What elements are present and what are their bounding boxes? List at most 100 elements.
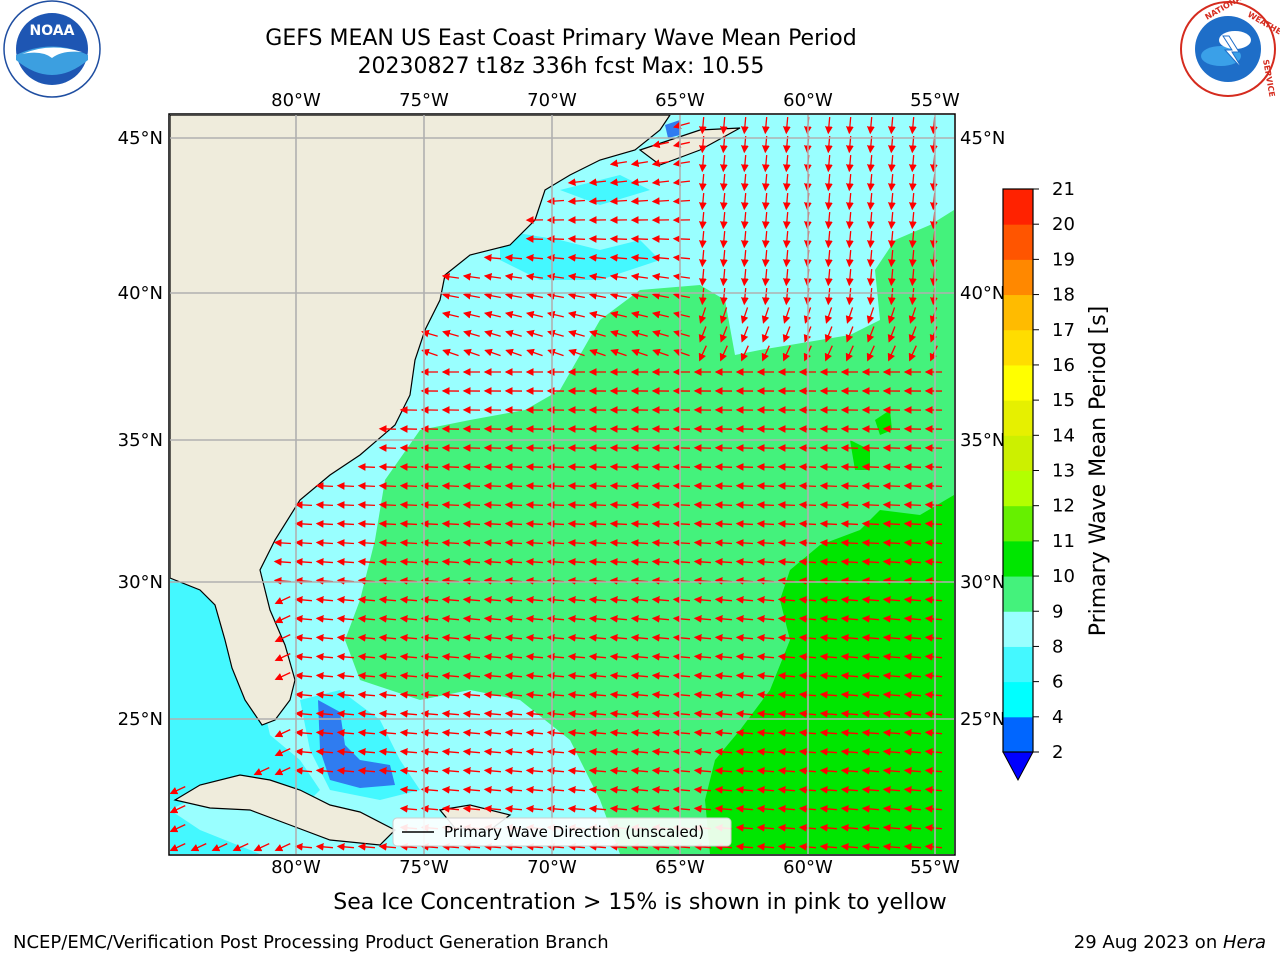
wave-arrow: [924, 482, 943, 490]
wave-arrow: [824, 173, 833, 192]
wave-arrow: [399, 728, 418, 737]
wave-arrow: [903, 842, 922, 851]
wave-arrow: [588, 178, 607, 187]
wave-arrow: [861, 671, 880, 680]
wave-arrow: [609, 539, 628, 547]
wave-arrow: [504, 520, 523, 528]
wave-arrow: [672, 253, 691, 262]
wave-arrow: [588, 671, 607, 680]
wave-arrow: [673, 121, 690, 130]
wave-arrow: [588, 785, 607, 794]
wave-arrow: [735, 842, 754, 851]
wave-arrow: [504, 463, 523, 471]
wave-arrow: [253, 767, 270, 776]
wave-arrow: [483, 652, 502, 661]
wave-arrow: [651, 690, 670, 699]
wave-arrow: [315, 728, 334, 737]
wave-arrow: [294, 766, 313, 775]
wave-arrow: [504, 709, 523, 718]
wave-arrow: [504, 595, 523, 604]
wave-arrow: [903, 709, 922, 718]
colorbar-tick-label: 14: [1052, 425, 1075, 446]
colorbar-segment: [1003, 470, 1033, 507]
colorbar-tick-label: 2: [1052, 742, 1063, 763]
wave-arrow: [735, 804, 754, 813]
colorbar-tick-label: 19: [1052, 249, 1075, 270]
wave-arrow: [714, 520, 733, 528]
wave-arrow: [357, 482, 376, 490]
wave-arrow: [882, 709, 901, 718]
wave-arrow: [908, 211, 917, 230]
wave-arrow: [609, 709, 628, 718]
wave-arrow: [630, 501, 649, 509]
wave-arrow: [719, 345, 728, 362]
wave-arrow: [887, 230, 896, 249]
wave-arrow: [924, 558, 943, 566]
wave-arrow: [777, 595, 796, 604]
wave-arrow: [546, 614, 565, 623]
wave-arrow: [483, 747, 502, 756]
colorbar-segment: [1003, 540, 1033, 577]
wave-arrow: [441, 766, 460, 775]
wave-arrow: [441, 652, 460, 661]
wave-arrow: [610, 348, 627, 357]
wave-arrow: [672, 539, 691, 547]
wave-arrow: [882, 482, 901, 490]
wave-arrow: [399, 520, 418, 528]
wave-arrow: [756, 785, 775, 794]
wave-arrow: [546, 539, 565, 547]
wave-arrow: [735, 520, 754, 528]
wave-arrow: [483, 539, 502, 547]
wave-arrow: [631, 329, 648, 338]
wave-arrow: [315, 614, 334, 623]
wave-arrow: [357, 558, 376, 566]
wave-arrow: [441, 558, 460, 566]
wave-arrow: [903, 728, 922, 737]
wave-arrow: [693, 614, 712, 623]
wave-arrow: [463, 329, 480, 338]
wave-arrow: [698, 268, 707, 287]
wave-arrow: [882, 842, 901, 851]
wave-arrow: [651, 482, 670, 490]
wave-arrow: [924, 842, 943, 851]
wave-arrow: [294, 558, 313, 566]
wave-arrow: [698, 307, 707, 324]
wave-arrow: [903, 614, 922, 623]
wave-arrow: [840, 690, 859, 699]
wave-arrow: [462, 482, 481, 490]
wave-arrow: [777, 709, 796, 718]
wave-arrow: [441, 595, 460, 604]
wave-arrow: [170, 843, 186, 852]
colorbar-tick-label: 8: [1052, 636, 1063, 657]
wave-arrow: [609, 747, 628, 756]
wave-arrow: [525, 558, 544, 566]
wave-arrow: [866, 173, 875, 192]
wave-arrow: [504, 291, 522, 300]
wave-arrow: [336, 614, 355, 623]
wave-arrow: [840, 671, 859, 680]
wave-arrow: [483, 501, 502, 509]
wave-arrow: [399, 690, 418, 699]
ocean-region-10-11s: [705, 495, 954, 854]
wave-arrow: [756, 482, 775, 490]
wave-arrow: [525, 501, 544, 509]
wave-arrow: [483, 614, 502, 623]
wave-arrow: [630, 652, 649, 661]
wave-arrow: [315, 595, 334, 604]
wave-arrow: [693, 520, 712, 528]
wave-arrow: [567, 671, 586, 680]
wave-arrow: [719, 307, 728, 324]
noaa-logo-text: NOAA: [30, 23, 75, 39]
wave-arrow: [673, 329, 690, 338]
wave-arrow: [315, 690, 334, 699]
wave-arrow: [609, 785, 628, 794]
wave-arrow: [462, 310, 480, 319]
wave-arrow: [315, 709, 334, 718]
wave-arrow: [378, 520, 397, 528]
wave-arrow: [887, 268, 896, 287]
wave-arrow: [567, 272, 586, 281]
wave-arrow: [866, 268, 875, 287]
wave-arrow: [819, 633, 838, 642]
wave-arrow: [924, 823, 943, 832]
